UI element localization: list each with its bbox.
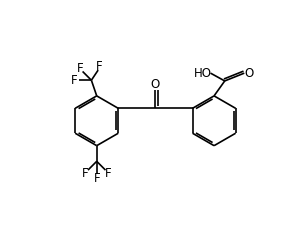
Text: F: F <box>71 74 78 87</box>
Text: O: O <box>151 78 160 91</box>
Text: F: F <box>82 167 88 180</box>
Text: O: O <box>244 67 253 80</box>
Text: F: F <box>93 172 100 185</box>
Text: F: F <box>105 167 112 180</box>
Text: HO: HO <box>194 67 212 80</box>
Text: F: F <box>96 60 102 73</box>
Text: F: F <box>76 62 83 75</box>
